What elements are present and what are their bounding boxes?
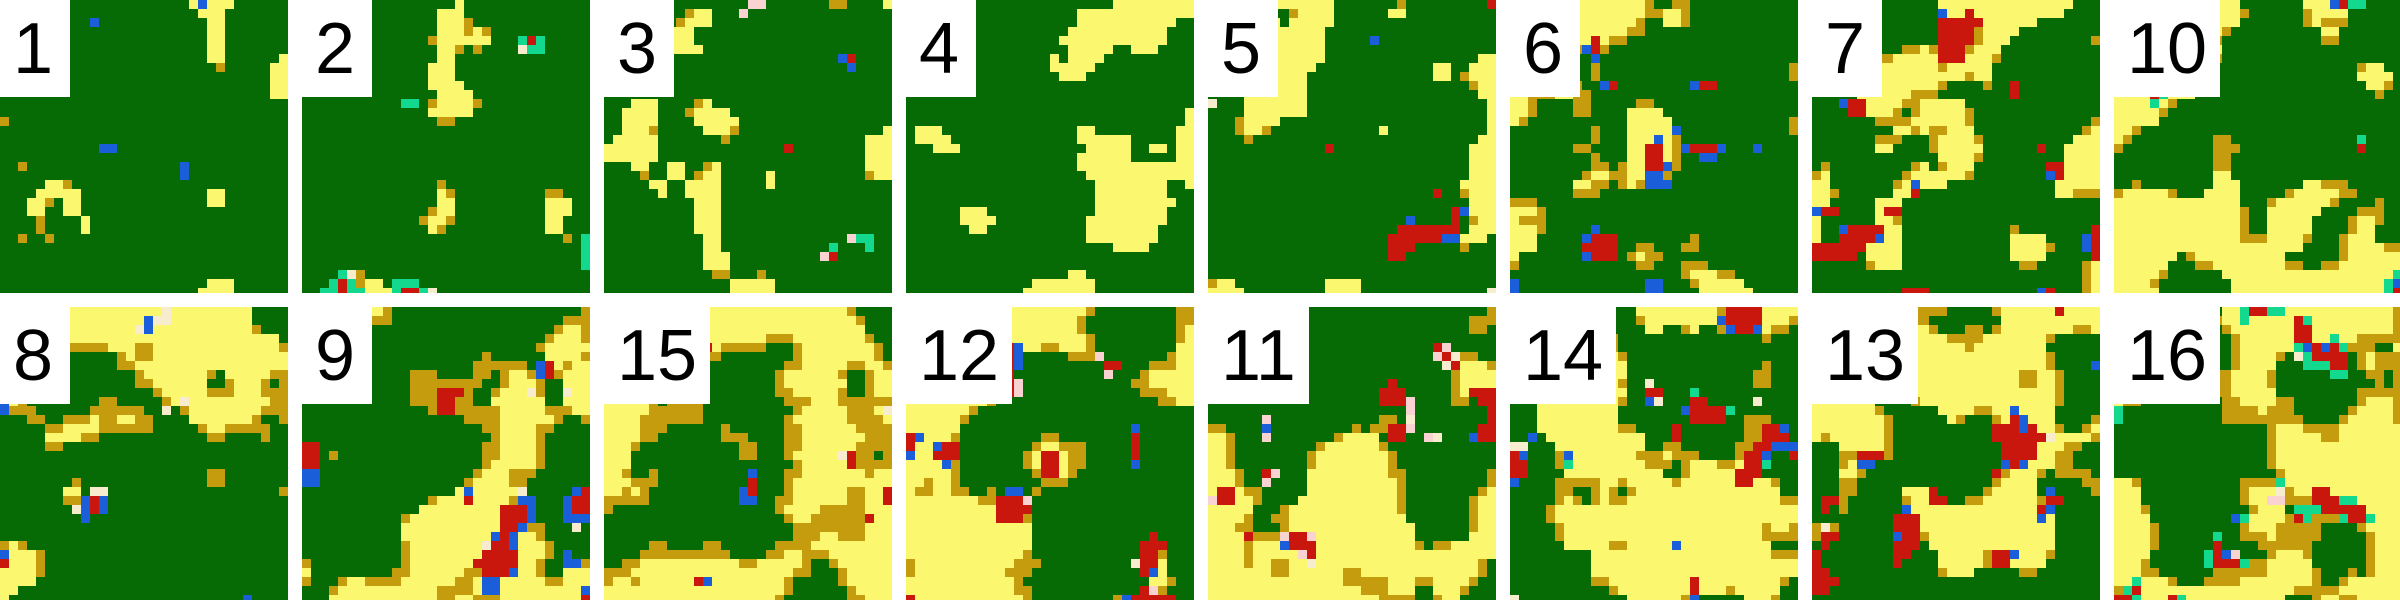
tile-number-label: 12	[906, 307, 1013, 404]
tile-number-label: 15	[604, 307, 711, 404]
map-tile: 7	[1812, 0, 2100, 293]
map-tile: 8	[0, 307, 288, 600]
map-tile: 1	[0, 0, 288, 293]
map-tile: 10	[2114, 0, 2400, 293]
tile-number-label: 16	[2114, 307, 2221, 404]
map-tile: 2	[302, 0, 590, 293]
tile-number-label: 13	[1812, 307, 1919, 404]
map-tile: 12	[906, 307, 1194, 600]
tile-number-label: 5	[1208, 0, 1278, 97]
tile-number-label: 8	[0, 307, 70, 404]
map-tile: 16	[2114, 307, 2400, 600]
tile-number-label: 6	[1510, 0, 1580, 97]
tile-number-label: 4	[906, 0, 976, 97]
tile-number-label: 11	[1208, 307, 1309, 404]
map-tile: 13	[1812, 307, 2100, 600]
map-tile: 5	[1208, 0, 1496, 293]
tile-number-label: 14	[1510, 307, 1617, 404]
tile-number-label: 7	[1812, 0, 1882, 97]
map-tile: 11	[1208, 307, 1496, 600]
tile-number-label: 9	[302, 307, 372, 404]
tile-number-label: 10	[2114, 0, 2221, 97]
tile-number-label: 2	[302, 0, 372, 97]
tile-number-label: 3	[604, 0, 674, 97]
map-tile: 6	[1510, 0, 1798, 293]
map-tile: 14	[1510, 307, 1798, 600]
map-tile: 9	[302, 307, 590, 600]
map-tile: 3	[604, 0, 892, 293]
map-tile: 15	[604, 307, 892, 600]
tile-number-label: 1	[0, 0, 70, 97]
map-tile: 4	[906, 0, 1194, 293]
